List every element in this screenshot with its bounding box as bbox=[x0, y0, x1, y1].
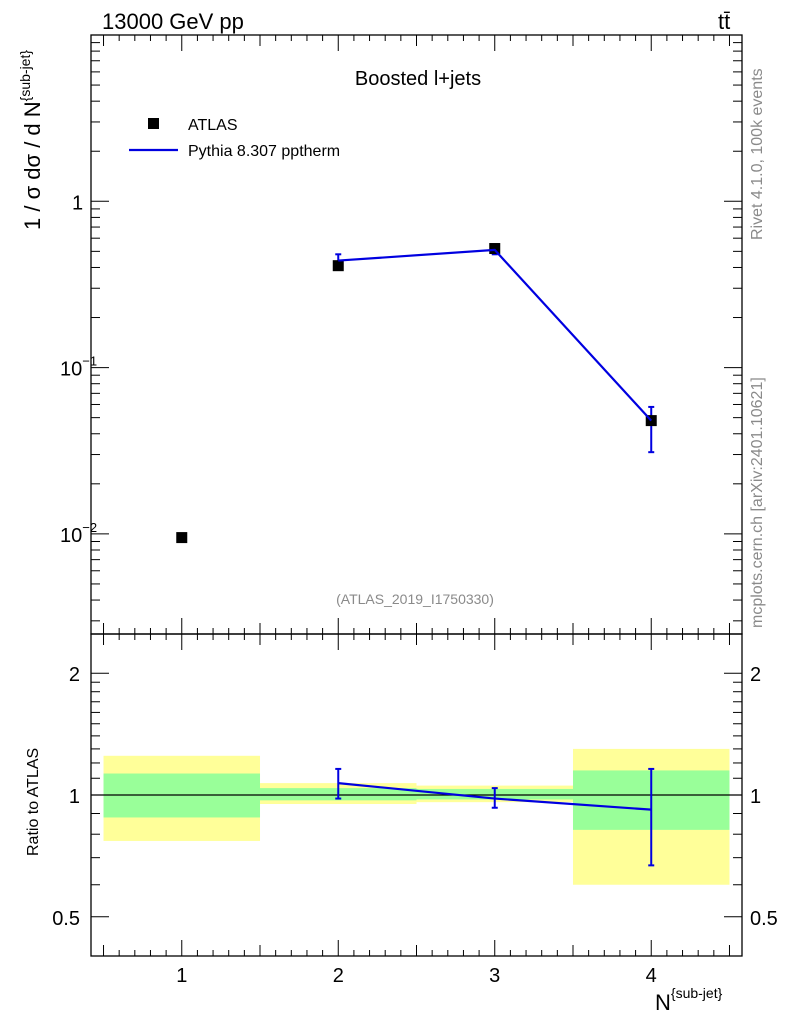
ratio-plot-panel: 2 2 1 1 0.5 0.5 1 2 3 4 Ratio to ATLAS N{sub-jet… bbox=[25, 633, 778, 1015]
ratio-y-tick-label-right: 2 bbox=[750, 664, 761, 686]
main-plot-panel: 110−110−2 Boosted l+jets (ATLAS_2019_I17… bbox=[17, 34, 743, 635]
mc-series-line bbox=[338, 248, 653, 422]
legend-mc-label: Pythia 8.307 pptherm bbox=[188, 143, 340, 160]
main-y-tick-label-base: 10 bbox=[60, 525, 82, 547]
ratio-y-tick-label-left: 0.5 bbox=[52, 908, 80, 930]
main-plot-title: Boosted l+jets bbox=[355, 68, 481, 90]
process-label: tt̄ bbox=[718, 9, 730, 34]
main-y-axis-label-sup: {sub-jet} bbox=[17, 50, 33, 102]
main-y-tick-label: 1 bbox=[72, 192, 83, 214]
x-axis-label: N{sub-jet} bbox=[655, 985, 723, 1015]
main-y-tick-label: 10−2 bbox=[60, 520, 97, 547]
x-tick-label: 3 bbox=[489, 965, 500, 987]
ratio-y-tick-label-left: 1 bbox=[69, 786, 80, 808]
main-y-axis-label-main: 1 / σ dσ / d N bbox=[20, 101, 45, 230]
legend-data-label: ATLAS bbox=[188, 117, 238, 134]
x-axis-label-main: N bbox=[655, 990, 671, 1015]
ratio-y-tick-labels: 2 2 1 1 0.5 0.5 bbox=[52, 664, 778, 930]
main-y-tick-label: 10−1 bbox=[60, 354, 97, 381]
ratio-uncertainty-bands bbox=[103, 748, 730, 885]
main-y-tick-labels: 110−110−2 bbox=[60, 192, 97, 547]
x-tick-label: 1 bbox=[176, 965, 187, 987]
x-tick-labels: 1 2 3 4 bbox=[176, 965, 657, 987]
ratio-y-axis-label: Ratio to ATLAS bbox=[25, 748, 42, 856]
main-y-tick-label-base: 10 bbox=[60, 359, 82, 381]
main-plot-marks bbox=[176, 243, 657, 544]
x-tick-label: 2 bbox=[333, 965, 344, 987]
ratio-series-line bbox=[338, 782, 652, 811]
ratio-y-tick-label-left: 2 bbox=[69, 664, 80, 686]
x-tick-label: 4 bbox=[646, 965, 657, 987]
atlas-data-point bbox=[332, 260, 344, 272]
ratio-plot-marks bbox=[335, 767, 655, 867]
ratio-axis-ticks bbox=[91, 634, 742, 957]
x-axis-label-sup: {sub-jet} bbox=[671, 985, 723, 1001]
source-label: mcplots.cern.ch [arXiv:2401.10621] bbox=[749, 377, 766, 628]
ratio-y-tick-label-right: 1 bbox=[750, 786, 761, 808]
ratio-y-tick-label-right: 0.5 bbox=[750, 908, 778, 930]
legend: ATLAS Pythia 8.307 pptherm bbox=[129, 117, 340, 160]
main-y-tick-label-exponent: −2 bbox=[82, 520, 97, 535]
analysis-id-watermark: (ATLAS_2019_I1750330) bbox=[336, 591, 494, 607]
legend-data-marker bbox=[148, 118, 159, 129]
atlas-data-point bbox=[176, 532, 188, 544]
rivet-version-label: Rivet 4.1.0, 100k events bbox=[749, 68, 766, 240]
main-y-axis-label: 1 / σ dσ / d N{sub-jet} bbox=[17, 50, 45, 230]
main-axis-ticks bbox=[91, 34, 742, 634]
energy-label: 13000 GeV pp bbox=[102, 9, 244, 34]
main-y-tick-label-exponent: −1 bbox=[82, 354, 97, 369]
atlas-data-point bbox=[489, 243, 501, 255]
main-y-axis-title: 1 / σ dσ / d N{sub-jet} bbox=[17, 50, 45, 230]
main-y-tick-label-base: 1 bbox=[72, 192, 83, 214]
